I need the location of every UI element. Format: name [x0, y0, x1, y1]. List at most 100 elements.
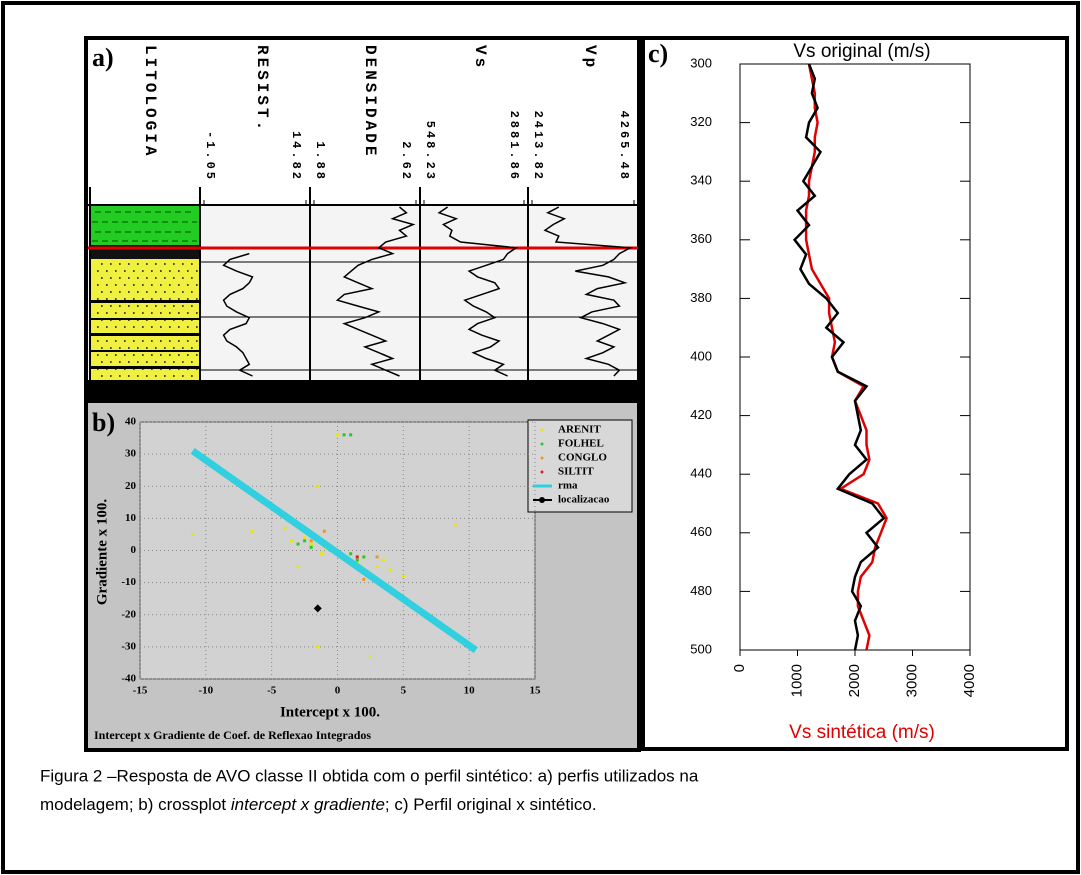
- sand-dot: [164, 333, 166, 335]
- series-label: Vs sintética (m/s): [789, 722, 935, 743]
- sand-dot: [173, 277, 175, 279]
- sand-dot: [146, 277, 148, 279]
- sand-dot: [155, 291, 157, 293]
- x-tick-label: 5: [401, 685, 407, 697]
- y-tick-label: 30: [125, 448, 137, 460]
- point: [303, 536, 306, 539]
- y-tick-label: 340: [690, 173, 712, 188]
- sand-dot: [191, 347, 193, 349]
- sand-dot: [160, 298, 162, 300]
- sand-dot: [137, 305, 139, 307]
- y-tick-label: 440: [690, 466, 712, 481]
- legend-label: SILTIT: [558, 466, 594, 478]
- sand-dot: [133, 368, 135, 370]
- x-axis-label: Intercept x 100.: [280, 704, 380, 720]
- sand-dot: [110, 319, 112, 321]
- sand-dot: [146, 361, 148, 363]
- sand-dot: [142, 354, 144, 356]
- sand-dot: [191, 305, 193, 307]
- sand-dot: [146, 305, 148, 307]
- point: [376, 565, 379, 568]
- sand-dot: [110, 263, 112, 265]
- sand-dot: [187, 326, 189, 328]
- sand-dot: [137, 263, 139, 265]
- caption-line: modelagem; b) crossplot intercept x grad…: [40, 795, 597, 814]
- sand-dot: [124, 340, 126, 342]
- sand-dot: [133, 312, 135, 314]
- sand-dot: [137, 277, 139, 279]
- sand-dot: [101, 375, 103, 377]
- point: [336, 433, 339, 436]
- sand-dot: [196, 354, 198, 356]
- sand-dot: [187, 298, 189, 300]
- point: [376, 555, 379, 558]
- sand-dot: [155, 347, 157, 349]
- point: [402, 575, 405, 578]
- x-tick-label: -15: [133, 685, 148, 697]
- caption-italic: intercept x gradiente: [231, 795, 385, 814]
- panel-label: b): [92, 408, 115, 437]
- caption-line: Figura 2 –Resposta de AVO classe II obti…: [40, 766, 699, 785]
- sand-dot: [169, 354, 171, 356]
- sand-dot: [133, 284, 135, 286]
- panel-label: a): [92, 43, 114, 72]
- point: [283, 527, 286, 530]
- sand-dot: [97, 326, 99, 328]
- sand-dot: [142, 340, 144, 342]
- sand-dot: [164, 305, 166, 307]
- sand-dot: [128, 319, 130, 321]
- sand-dot: [151, 270, 153, 272]
- sand-dot: [101, 291, 103, 293]
- sand-dot: [164, 263, 166, 265]
- sand-dot: [178, 326, 180, 328]
- sand-dot: [155, 375, 157, 377]
- sand-dot: [124, 354, 126, 356]
- sand-dot: [101, 277, 103, 279]
- sand-dot: [173, 361, 175, 363]
- track-title: DENSIDADE: [361, 45, 379, 158]
- point: [310, 543, 313, 546]
- y-axis-label: Gradiente x 100.: [94, 499, 110, 605]
- sand-dot: [119, 291, 121, 293]
- sand-dot: [173, 333, 175, 335]
- y-tick-label: 420: [690, 407, 712, 422]
- sand-dot: [137, 319, 139, 321]
- sand-dot: [115, 340, 117, 342]
- sand-dot: [106, 298, 108, 300]
- legend-label: localizacao: [558, 494, 610, 506]
- sand-dot: [182, 319, 184, 321]
- sand-dot: [187, 284, 189, 286]
- sand-dot: [115, 312, 117, 314]
- sand-dot: [146, 291, 148, 293]
- scale-label: 2.62: [399, 141, 413, 182]
- sand-dot: [191, 333, 193, 335]
- x-tick-label: 15: [530, 685, 542, 697]
- legend-label: rma: [558, 480, 578, 492]
- sand-dot: [101, 319, 103, 321]
- sand-dot: [110, 277, 112, 279]
- y-tick-label: 300: [690, 55, 712, 70]
- point: [362, 555, 365, 558]
- legend-swatch: [541, 457, 544, 460]
- sand-dot: [164, 291, 166, 293]
- y-tick-label: 10: [125, 512, 137, 524]
- scale-label: 2413.82: [531, 111, 545, 182]
- sand-dot: [119, 263, 121, 265]
- point: [310, 539, 313, 542]
- sand-dot: [101, 305, 103, 307]
- x-tick-label: 0: [731, 664, 748, 672]
- caption-text: modelagem; b) crossplot: [40, 795, 231, 814]
- sand-dot: [115, 368, 117, 370]
- sand-dot: [97, 368, 99, 370]
- sand-dot: [160, 284, 162, 286]
- sand-dot: [115, 270, 117, 272]
- sand-dot: [182, 291, 184, 293]
- x-tick-label: 1000: [788, 664, 805, 697]
- sand-dot: [110, 361, 112, 363]
- sand-dot: [196, 326, 198, 328]
- sand-dot: [128, 277, 130, 279]
- point: [356, 555, 359, 558]
- sand-dot: [173, 375, 175, 377]
- sand-dot: [160, 340, 162, 342]
- point: [297, 565, 300, 568]
